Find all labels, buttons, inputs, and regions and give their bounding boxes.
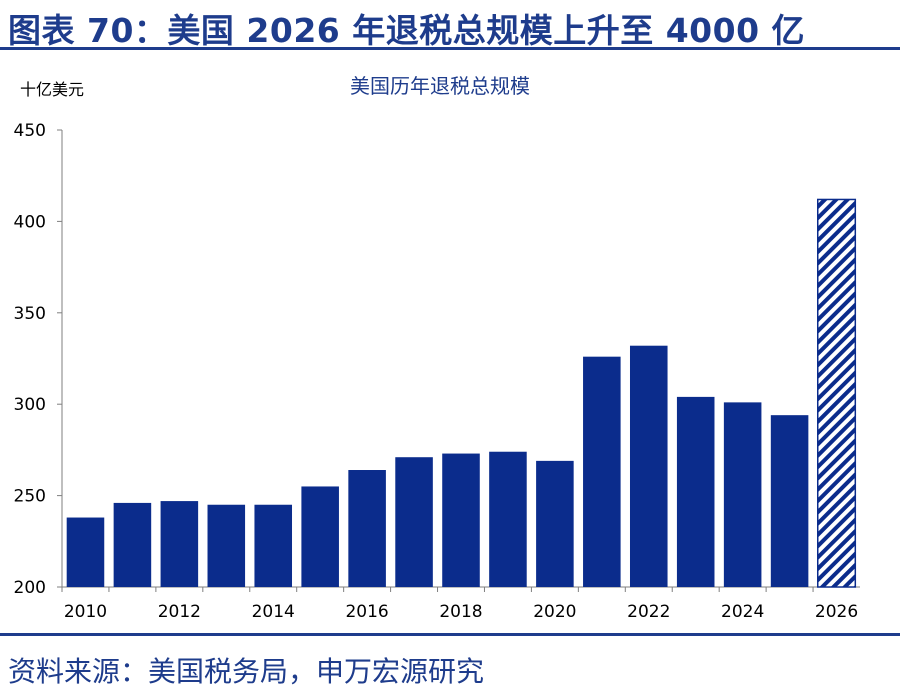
bar-2022 [629, 345, 668, 587]
bar-2014 [254, 504, 293, 587]
y-tick-label: 350 [14, 304, 46, 324]
bar-2013 [207, 504, 246, 587]
x-tick-label: 2026 [815, 602, 858, 622]
bars [61, 198, 857, 592]
y-tick-label: 450 [14, 121, 46, 141]
x-tick-labels: 2010 2012 2014 2016 2018 2020 2022 2024 2026 [64, 602, 858, 622]
x-tick-label: 2010 [64, 602, 107, 622]
bar-2010 [66, 517, 105, 587]
bar-2017 [395, 457, 433, 587]
x-tick-label: 2018 [439, 602, 482, 622]
bar-2024 [723, 402, 762, 587]
figure-title: 图表 70：美国 2026 年退税总规模上升至 4000 亿 [8, 11, 806, 50]
chart-title: 美国历年退税总规模 [350, 74, 530, 98]
bar-2020 [536, 460, 574, 587]
y-tick-label: 200 [14, 578, 46, 598]
bar-2021 [583, 356, 621, 587]
bar-2019 [489, 451, 527, 587]
bar-2026 [817, 198, 857, 588]
x-tick-label: 2016 [345, 602, 388, 622]
top-divider [0, 47, 900, 50]
bar-2023 [676, 396, 715, 587]
bottom-divider [0, 633, 900, 636]
bar-2025 [770, 415, 809, 587]
y-tick-label: 400 [14, 212, 46, 232]
bar-2011 [113, 502, 152, 587]
bar-2018 [442, 453, 480, 587]
x-tick-label: 2022 [627, 602, 670, 622]
x-tick-label: 2024 [721, 602, 764, 622]
x-tick-label: 2014 [252, 602, 295, 622]
source-note: 资料来源：美国税务局，申万宏源研究 [8, 655, 485, 688]
y-unit-label: 十亿美元 [20, 80, 84, 99]
bar-2012 [160, 501, 199, 587]
x-tick-label: 2012 [158, 602, 201, 622]
x-tick-label: 2020 [533, 602, 576, 622]
bar-2016 [348, 470, 386, 587]
y-tick-label: 250 [14, 487, 46, 507]
y-tick-labels: 200 250 300 350 400 450 [14, 121, 62, 598]
bar-2015 [301, 486, 339, 587]
y-tick-label: 300 [14, 395, 46, 415]
